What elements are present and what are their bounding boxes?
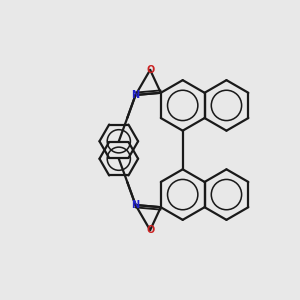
Text: N: N: [132, 90, 140, 100]
Text: N: N: [132, 200, 140, 210]
Text: O: O: [146, 65, 154, 75]
Text: O: O: [146, 225, 154, 235]
